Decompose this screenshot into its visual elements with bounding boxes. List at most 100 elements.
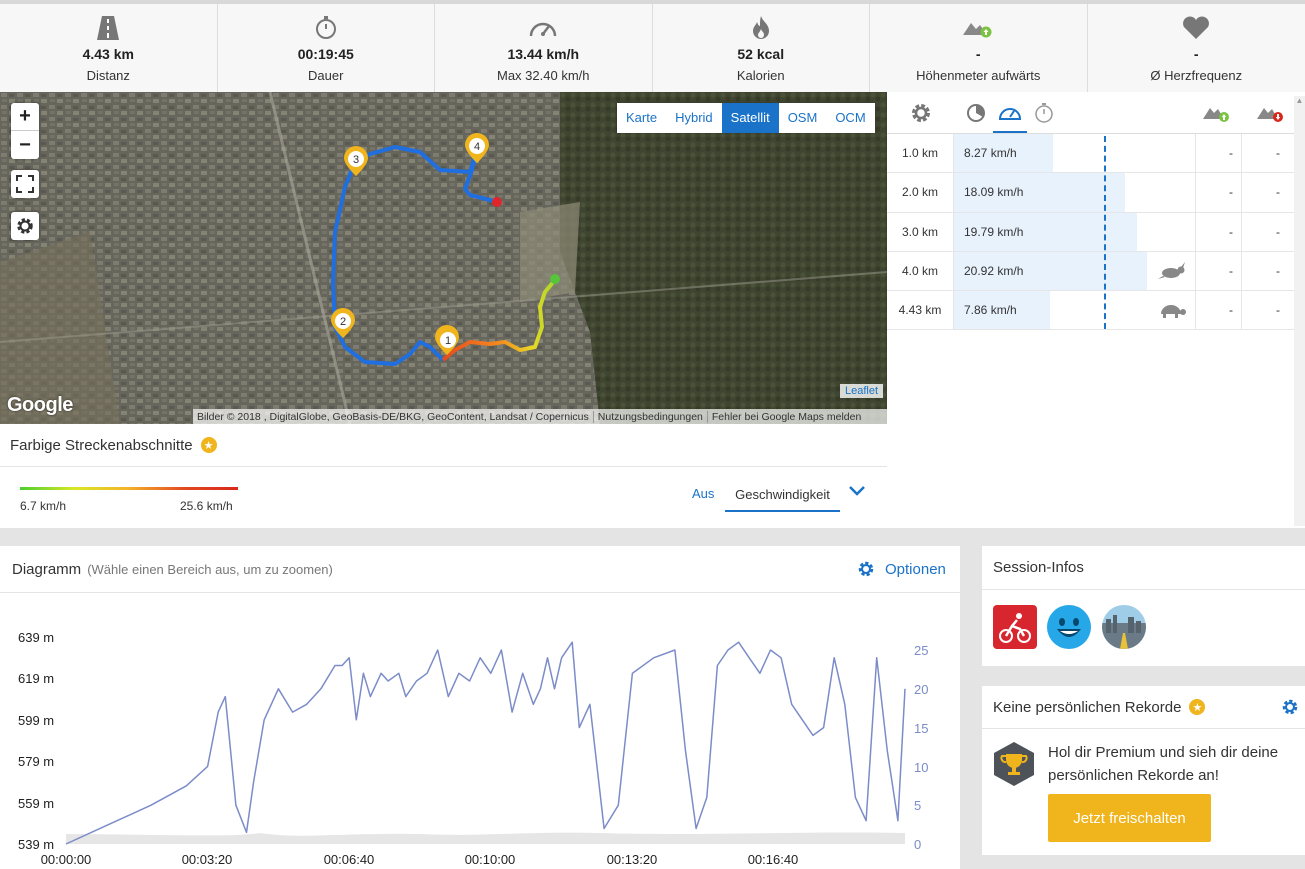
y-right-tick-label: 20 bbox=[914, 682, 928, 697]
gear-icon[interactable] bbox=[1281, 698, 1299, 716]
leaflet-link[interactable]: Leaflet bbox=[840, 384, 884, 398]
layer-osm[interactable]: OSM bbox=[787, 110, 818, 125]
colored-segments-panel: Farbige Streckenabschnitte ★ 6.7 km/h 25… bbox=[0, 424, 887, 528]
session-title: Session-Infos bbox=[982, 546, 1305, 590]
split-row[interactable]: 4.0 km 20.92 km/h - - bbox=[887, 251, 1305, 292]
split-speed: 19.79 km/h bbox=[964, 224, 1024, 239]
split-elevation-up: - bbox=[1196, 134, 1242, 173]
zoom-out-button[interactable]: − bbox=[19, 133, 31, 156]
split-distance: 2.0 km bbox=[887, 173, 954, 212]
split-speed: 8.27 km/h bbox=[964, 146, 1017, 161]
tab-speed[interactable] bbox=[993, 92, 1027, 133]
options-button[interactable]: Optionen bbox=[857, 560, 946, 578]
report-error-link[interactable]: Fehler bei Google Maps melden bbox=[711, 410, 862, 423]
x-tick-label: 00:16:40 bbox=[748, 852, 799, 867]
happy-face-icon[interactable] bbox=[1047, 605, 1091, 649]
col-elevation-up bbox=[1194, 92, 1240, 133]
flame-icon bbox=[751, 14, 771, 42]
fullscreen-icon bbox=[16, 175, 34, 193]
stat-value: 4.43 km bbox=[82, 46, 134, 62]
stat-label: Max 32.40 km/h bbox=[497, 68, 590, 83]
scroll-up-arrow[interactable]: ▲ bbox=[1295, 96, 1304, 105]
speed-series-line bbox=[65, 641, 906, 845]
stat-calories: 52 kcal Kalorien bbox=[653, 4, 870, 92]
stat-value: - bbox=[1193, 46, 1199, 62]
split-row[interactable]: 1.0 km 8.27 km/h - - bbox=[887, 134, 1305, 174]
diagram-header: Diagramm (Wähle einen Bereich aus, um zu… bbox=[0, 546, 960, 593]
map-attribution: Bilder © 2018 , DigitalGlobe, GeoBasis-D… bbox=[193, 409, 887, 424]
y-left-tick-label: 639 m bbox=[18, 630, 54, 645]
stat-duration: 00:19:45 Dauer bbox=[218, 4, 435, 92]
scrollbar[interactable]: ▲ bbox=[1294, 96, 1305, 526]
svg-text:2: 2 bbox=[340, 316, 346, 328]
layer-karte[interactable]: Karte bbox=[626, 110, 658, 125]
records-text: Hol dir Premium und sieh dir deine persö… bbox=[1048, 744, 1279, 784]
tab-pace[interactable] bbox=[958, 92, 993, 133]
gear-icon bbox=[911, 103, 930, 122]
split-distance: 1.0 km bbox=[887, 134, 954, 173]
x-tick-label: 00:00:00 bbox=[41, 852, 92, 867]
chevron-down-icon[interactable] bbox=[848, 484, 866, 502]
layer-satellit[interactable]: Satellit bbox=[721, 103, 779, 133]
layer-hybrid[interactable]: Hybrid bbox=[675, 110, 713, 125]
premium-star-icon: ★ bbox=[1189, 699, 1206, 715]
diagram-hint: (Wähle einen Bereich aus, um zu zoomen) bbox=[87, 561, 333, 577]
split-row[interactable]: 3.0 km 19.79 km/h - - bbox=[887, 212, 1305, 252]
gear-icon bbox=[858, 561, 874, 577]
split-elevation-up: - bbox=[1196, 291, 1242, 330]
zoom-in-button[interactable]: + bbox=[11, 103, 39, 131]
split-speed-bar bbox=[954, 212, 1138, 251]
terms-link[interactable]: Nutzungsbedingungen bbox=[594, 410, 708, 423]
stat-speed: 13.44 km/h Max 32.40 km/h bbox=[435, 4, 653, 92]
split-row[interactable]: 2.0 km 18.09 km/h - - bbox=[887, 173, 1305, 213]
col-elevation-down bbox=[1240, 92, 1290, 133]
records-title: Keine persönlichen Rekorde bbox=[993, 698, 1182, 716]
split-speed-cell: 8.27 km/h bbox=[954, 134, 1196, 173]
svg-text:1: 1 bbox=[445, 335, 451, 347]
elevation-up-icon bbox=[963, 14, 993, 42]
cycling-icon[interactable] bbox=[993, 605, 1037, 649]
unlock-premium-button[interactable]: Jetzt freischalten bbox=[1048, 794, 1211, 842]
map-layer-switcher: Karte Hybrid Satellit OSM OCM bbox=[617, 103, 875, 133]
road-icon bbox=[97, 14, 120, 42]
stat-label: Kalorien bbox=[736, 68, 785, 83]
segments-mode-select[interactable]: Geschwindigkeit bbox=[725, 479, 840, 512]
split-row[interactable]: 4.43 km 7.86 km/h - - bbox=[887, 291, 1305, 331]
premium-star-icon: ★ bbox=[200, 437, 217, 453]
city-road-icon[interactable] bbox=[1102, 605, 1146, 649]
split-elevation-down: - bbox=[1276, 185, 1280, 200]
pace-clock-icon bbox=[966, 103, 985, 122]
y-left-tick-label: 619 m bbox=[18, 671, 54, 686]
speedometer-icon bbox=[998, 107, 1022, 120]
y-left-tick-label: 559 m bbox=[18, 796, 54, 811]
split-speed-cell: 20.92 km/h bbox=[954, 251, 1196, 291]
split-speed-cell: 7.86 km/h bbox=[954, 291, 1196, 330]
x-tick-label: 00:10:00 bbox=[465, 852, 516, 867]
zoom-control: + − bbox=[11, 103, 39, 159]
elevation-area bbox=[66, 832, 905, 844]
elevation-up-icon bbox=[1203, 107, 1229, 122]
y-right-tick-label: 15 bbox=[914, 721, 928, 736]
segments-off-option[interactable]: Aus bbox=[692, 486, 715, 501]
split-marker-3: 3 bbox=[344, 146, 368, 176]
elevation-speed-chart[interactable]: 639 m 619 m 599 m 579 m 559 m 539 m 25 20 15 10 5 0… bbox=[0, 593, 960, 869]
split-elevation-down: - bbox=[1276, 303, 1280, 318]
split-marker-1: 1 bbox=[435, 325, 459, 355]
map-settings-button[interactable] bbox=[11, 212, 39, 240]
split-elevation-down: - bbox=[1276, 146, 1280, 161]
stat-value: 13.44 km/h bbox=[507, 46, 580, 62]
tab-duration[interactable] bbox=[1027, 92, 1061, 133]
split-distance: 3.0 km bbox=[887, 212, 954, 251]
gradient-max-label: 25.6 km/h bbox=[180, 499, 233, 513]
splits-settings-button[interactable] bbox=[887, 92, 954, 133]
split-elevation-up: - bbox=[1196, 251, 1242, 291]
diagram-panel: Diagramm (Wähle einen Bereich aus, um zu… bbox=[0, 546, 960, 869]
google-logo: Google bbox=[7, 394, 73, 416]
fullscreen-button[interactable] bbox=[11, 170, 39, 198]
y-right-tick-label: 25 bbox=[914, 643, 928, 658]
layer-ocm[interactable]: OCM bbox=[835, 110, 866, 125]
stats-bar: 4.43 km Distanz 00:19:45 Dauer 13.44 km/… bbox=[0, 0, 1305, 92]
splits-header bbox=[887, 92, 1305, 134]
map[interactable]: 1 2 3 4 + − Karte Hybrid Satellit OSM OC… bbox=[0, 92, 887, 424]
turtle-icon bbox=[1161, 305, 1186, 319]
